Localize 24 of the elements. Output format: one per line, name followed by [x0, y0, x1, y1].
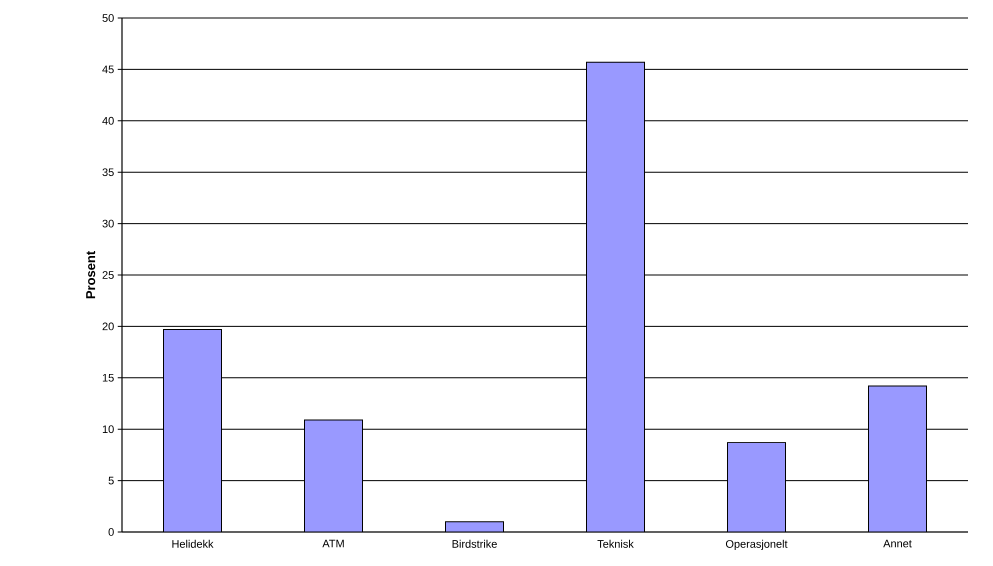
x-tick-label: Teknisk — [597, 540, 634, 548]
y-tick-label: 40 — [102, 116, 114, 125]
y-tick-label: 50 — [102, 14, 114, 22]
y-tick-label: 30 — [102, 220, 114, 228]
y-tick-label: 15 — [102, 374, 114, 382]
x-tick-label: Birdstrike — [452, 540, 497, 548]
x-tick-label: Operasjonelt — [726, 540, 788, 550]
bar — [586, 62, 646, 532]
bar — [868, 386, 928, 532]
y-tick-label: 10 — [102, 425, 114, 434]
bar — [163, 328, 222, 532]
x-tick-label: Annet — [883, 540, 912, 548]
y-tick-label: 20 — [102, 322, 114, 330]
y-tick-label: 0 — [108, 528, 114, 536]
y-tick-label: 45 — [102, 66, 114, 74]
x-tick-label: ATM — [322, 540, 344, 548]
y-tick-label: 25 — [102, 271, 114, 279]
y-tick-label: 35 — [102, 168, 114, 176]
y-axis-title: Prosent — [86, 251, 96, 298]
y-tick-label: 5 — [108, 476, 114, 484]
bar — [727, 442, 786, 532]
bar — [304, 419, 364, 532]
x-tick-label: Helidekk — [172, 540, 214, 548]
bar — [446, 522, 504, 532]
